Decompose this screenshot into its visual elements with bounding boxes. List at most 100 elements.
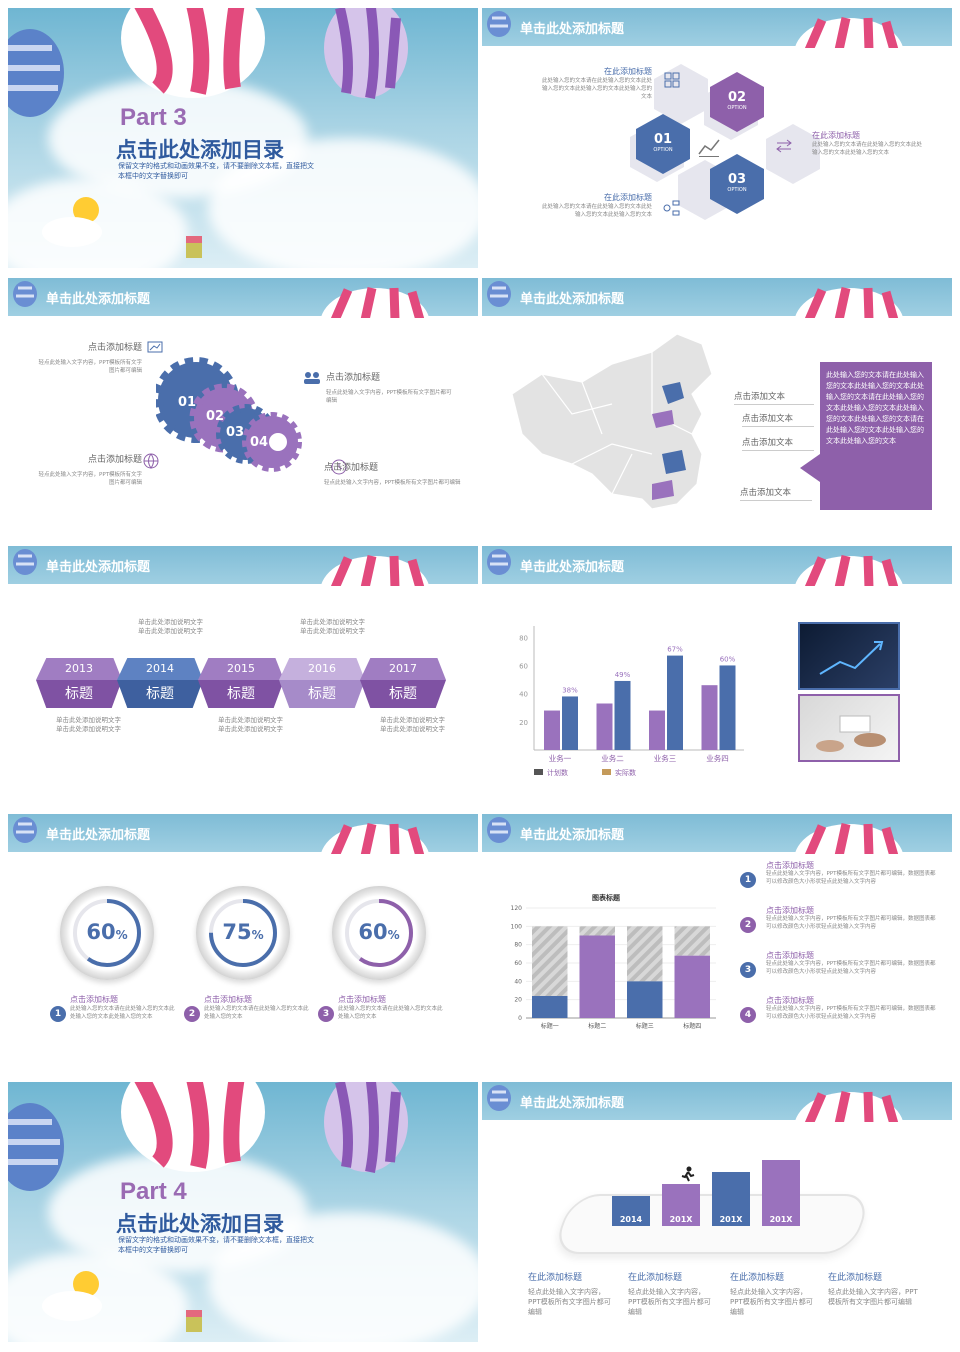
item-text[interactable]: 轻点此处输入文字内容，PPT模板所有文字图片都可编辑 — [326, 390, 452, 404]
item-title[interactable]: 点击添加标题 — [338, 995, 386, 1004]
phone-chart-slide[interactable]: 单击此处添加标题 2014 201X 201X 201X 在此添加标题 轻点此处输入文… — [482, 1082, 952, 1342]
bar-remainder — [674, 926, 710, 956]
item-text[interactable]: 轻点此处输入文字内容，PPT模板所有文字图片都可编辑 — [528, 1288, 611, 1316]
header-title[interactable]: 单击此处添加标题 — [520, 560, 625, 575]
item-text[interactable]: 轻点此处输入文字内容，PPT模板所有文字图片都可编辑 — [38, 360, 143, 374]
map-text-box[interactable]: 此处输入您的文本请在此处输入您的文本此处输入您的文本此处输入您的文本请在此处输入… — [820, 362, 932, 510]
item-title[interactable]: 在此添加标题 — [628, 1273, 683, 1283]
cover-description[interactable]: 保留文字的格式和动画效果不变，请不要删除文本框，直接把文本框中的文字替换即可 — [118, 162, 314, 180]
header-title[interactable]: 单击此处添加标题 — [46, 560, 151, 575]
item-title[interactable]: 点击添加标题 — [326, 373, 381, 383]
item-title[interactable]: 点击添加标题 — [766, 906, 814, 915]
item-text[interactable]: 轻点此处输入文字内容，PPT模板所有文字图片都可编辑 — [628, 1288, 711, 1316]
item-text[interactable]: 此处输入您的文本请在此处输入您的文本此处输入您的文本 — [204, 1006, 309, 1020]
item-text[interactable]: 轻点此处输入文字内容，PPT模板所有文字图片都可编辑 — [38, 472, 143, 486]
stacked-items: 1 点击添加标题 轻点此处输入文字内容，PPT模板所有文字图片都可编辑，数据图表… — [740, 860, 940, 1040]
item-text[interactable]: 轻点此处输入文字内容，PPT模板所有文字图片都可编辑，数据图表都可以修改颜色大小… — [766, 871, 936, 885]
item-title[interactable]: 在此添加标题 — [730, 1273, 785, 1283]
header-title[interactable]: 单击此处添加标题 — [520, 1096, 625, 1111]
item-title[interactable]: 点击添加标题 — [87, 455, 142, 465]
hexagon-slide[interactable]: 单击此处添加标题 02 OPTION 01 OPTION 03 OPTION 在此添加… — [482, 8, 952, 268]
item-text[interactable]: 此处输入您的文本请在此处输入您的文本此处输入您的文本此处输入您的文本 — [812, 142, 923, 156]
ring-progress — [345, 899, 413, 967]
bar — [562, 696, 578, 750]
timeline-year: 2013 — [36, 658, 122, 680]
item-title[interactable]: 在此添加标题 — [604, 67, 652, 76]
map-slide[interactable]: 单击此处添加标题 点击添加文本 点击添加文本 点击添加文本 点击添加文本 此处输… — [482, 278, 952, 538]
y-tick-label: 80 — [519, 634, 528, 642]
header-title[interactable]: 单击此处添加标题 — [520, 22, 625, 37]
timeline-bottom-note[interactable]: 单击此处添加说明文字单击此处添加说明文字 — [56, 716, 121, 733]
bar-chart-slide[interactable]: 单击此处添加标题 20 40 60 80 38% 业务一 49% 业务二 67% 业务三 60% 业务… — [482, 546, 952, 806]
item-text[interactable]: 轻点此处输入文字内容，PPT模板所有文字图片都可编辑，数据图表都可以修改颜色大小… — [766, 961, 936, 975]
item-text[interactable]: 此处输入您的文本请在此处输入您的文本此处输入您的文本此处输入您的文本此处输入您的… — [542, 78, 653, 100]
item-text[interactable]: 轻点此处输入文字内容，PPT模板所有文字图片都可编辑，数据图表都可以修改颜色大小… — [766, 1006, 936, 1020]
ring-arc — [73, 899, 141, 967]
cover-title[interactable]: 点击此处添加目录 — [116, 138, 284, 162]
gears-graphic: 01 02 03 04 — [156, 357, 302, 472]
item-title[interactable]: 点击添加标题 — [766, 861, 814, 870]
striped-balloon-icon — [794, 17, 904, 48]
item-text[interactable]: 轻点此处输入文字内容，PPT模板所有文字图片都可编辑，数据图表都可以修改颜色大小… — [766, 916, 936, 930]
item-title[interactable]: 点击添加标题 — [766, 996, 814, 1005]
item-text[interactable]: 此处输入您的文本请在此处输入您的文本此处输入您的文本 — [338, 1006, 443, 1020]
item-title[interactable]: 点击添加标题 — [324, 463, 379, 473]
item-title[interactable]: 点击添加标题 — [70, 995, 118, 1004]
item-title[interactable]: 点击添加标题 — [87, 343, 142, 353]
stacked-chart-slide[interactable]: 单击此处添加标题 图表标题 0 20 40 60 80 100 120 标题一 标题二 标题三 标题四… — [482, 814, 952, 1074]
item-title[interactable]: 在此添加标题 — [528, 1273, 583, 1283]
map-label-text: 点击添加文本 — [742, 436, 814, 451]
timeline-bottom-note[interactable]: 单击此处添加说明文字单击此处添加说明文字 — [218, 716, 283, 733]
globe-icon — [143, 453, 159, 469]
x-tick-label: 业务三 — [654, 753, 677, 763]
timeline-bottom-note[interactable]: 单击此处添加说明文字单击此处添加说明文字 — [380, 716, 445, 733]
map-label-3[interactable]: 点击添加文本 — [742, 436, 814, 451]
ring-item-2: 2 点击添加标题 此处输入您的文本请在此处输入您的文本此处输入您的文本 — [184, 994, 312, 1022]
cover-part-number: Part 4 — [120, 1178, 187, 1205]
header-title[interactable]: 单击此处添加标题 — [520, 828, 625, 843]
item-text[interactable]: 轻点此处输入文字内容，PPT模板所有文字图片都可编辑 — [730, 1288, 813, 1316]
y-tick-label: 40 — [514, 978, 522, 985]
item-title[interactable]: 在此添加标题 — [812, 131, 860, 140]
item-title[interactable]: 在此添加标题 — [604, 193, 652, 202]
progress-rings-slide[interactable]: 单击此处添加标题 60% 75% 60% 1 点击添加标题 此处输入您的文本请在… — [8, 814, 478, 1074]
cover-slide-part4[interactable]: Part 4 点击此处添加目录 保留文字的格式和动画效果不变，请不要删除文本框，… — [8, 1082, 478, 1342]
timeline-label: 标题 — [279, 680, 365, 708]
item-text[interactable]: 此处输入您的文本请在此处输入您的文本此处输入您的文本此处输入您的文本 — [70, 1006, 175, 1020]
ring-value: 75 — [222, 920, 252, 944]
timeline-slide[interactable]: 单击此处添加标题 单击此处添加说明文字单击此处添加说明文字 单击此处添加说明文字… — [8, 546, 478, 806]
hex-option-02[interactable]: 02 OPTION — [710, 72, 764, 132]
hex-sublabel: OPTION — [727, 187, 747, 193]
timeline-step-2015[interactable]: 2015 标题 — [198, 658, 284, 718]
bar-remainder — [579, 926, 615, 936]
cover-title[interactable]: 点击此处添加目录 — [116, 1212, 284, 1236]
timeline-step-2014[interactable]: 2014 标题 — [117, 658, 203, 718]
gears-slide[interactable]: 单击此处添加标题 01 02 03 04 点击添加标题 轻点此处输入文字内容，P… — [8, 278, 478, 538]
item-text[interactable]: 轻点此处输入文字内容，PPT模板所有文字图片都可编辑 — [324, 480, 461, 486]
item-title[interactable]: 在此添加标题 — [828, 1273, 883, 1283]
timeline-top-note[interactable]: 单击此处添加说明文字单击此处添加说明文字 — [300, 618, 365, 635]
cover-slide-part3[interactable]: Part 3 点击此处添加目录 保留文字的格式和动画效果不变，请不要删除文本框，… — [8, 8, 478, 268]
striped-balloon-icon — [320, 823, 430, 854]
stacked-item-2: 2 点击添加标题 轻点此处输入文字内容，PPT模板所有文字图片都可编辑，数据图表… — [740, 905, 940, 950]
cover-description[interactable]: 保留文字的格式和动画效果不变，请不要删除文本框，直接把文本框中的文字替换即可 — [118, 1236, 314, 1254]
header-title[interactable]: 单击此处添加标题 — [520, 292, 625, 307]
header-title[interactable]: 单击此处添加标题 — [46, 292, 151, 307]
header-title[interactable]: 单击此处添加标题 — [46, 828, 151, 843]
timeline-top-note[interactable]: 单击此处添加说明文字单击此处添加说明文字 — [138, 618, 203, 635]
timeline-step-2017[interactable]: 2017 标题 — [360, 658, 446, 718]
map-label-1[interactable]: 点击添加文本 — [734, 390, 814, 405]
map-label-4[interactable]: 点击添加文本 — [740, 486, 812, 501]
map-label-2[interactable]: 点击添加文本 — [742, 412, 814, 427]
hex-option-03[interactable]: 03 OPTION — [710, 154, 764, 214]
hex-option-01[interactable]: 01 OPTION — [636, 114, 690, 174]
cloud — [8, 178, 188, 268]
item-title[interactable]: 点击添加标题 — [204, 995, 252, 1004]
y-tick-label: 40 — [519, 691, 528, 699]
item-title[interactable]: 点击添加标题 — [766, 951, 814, 960]
small-balloon-icon — [13, 817, 37, 843]
timeline-step-2013[interactable]: 2013 标题 — [36, 658, 122, 718]
item-text[interactable]: 此处输入您的文本请在此处输入您的文本此处输入您的文本此处输入您的文本 — [542, 204, 653, 218]
timeline-step-2016[interactable]: 2016 标题 — [279, 658, 365, 718]
item-text[interactable]: 轻点此处输入文字内容，PPT模板所有文字图片都可编辑 — [828, 1288, 918, 1306]
